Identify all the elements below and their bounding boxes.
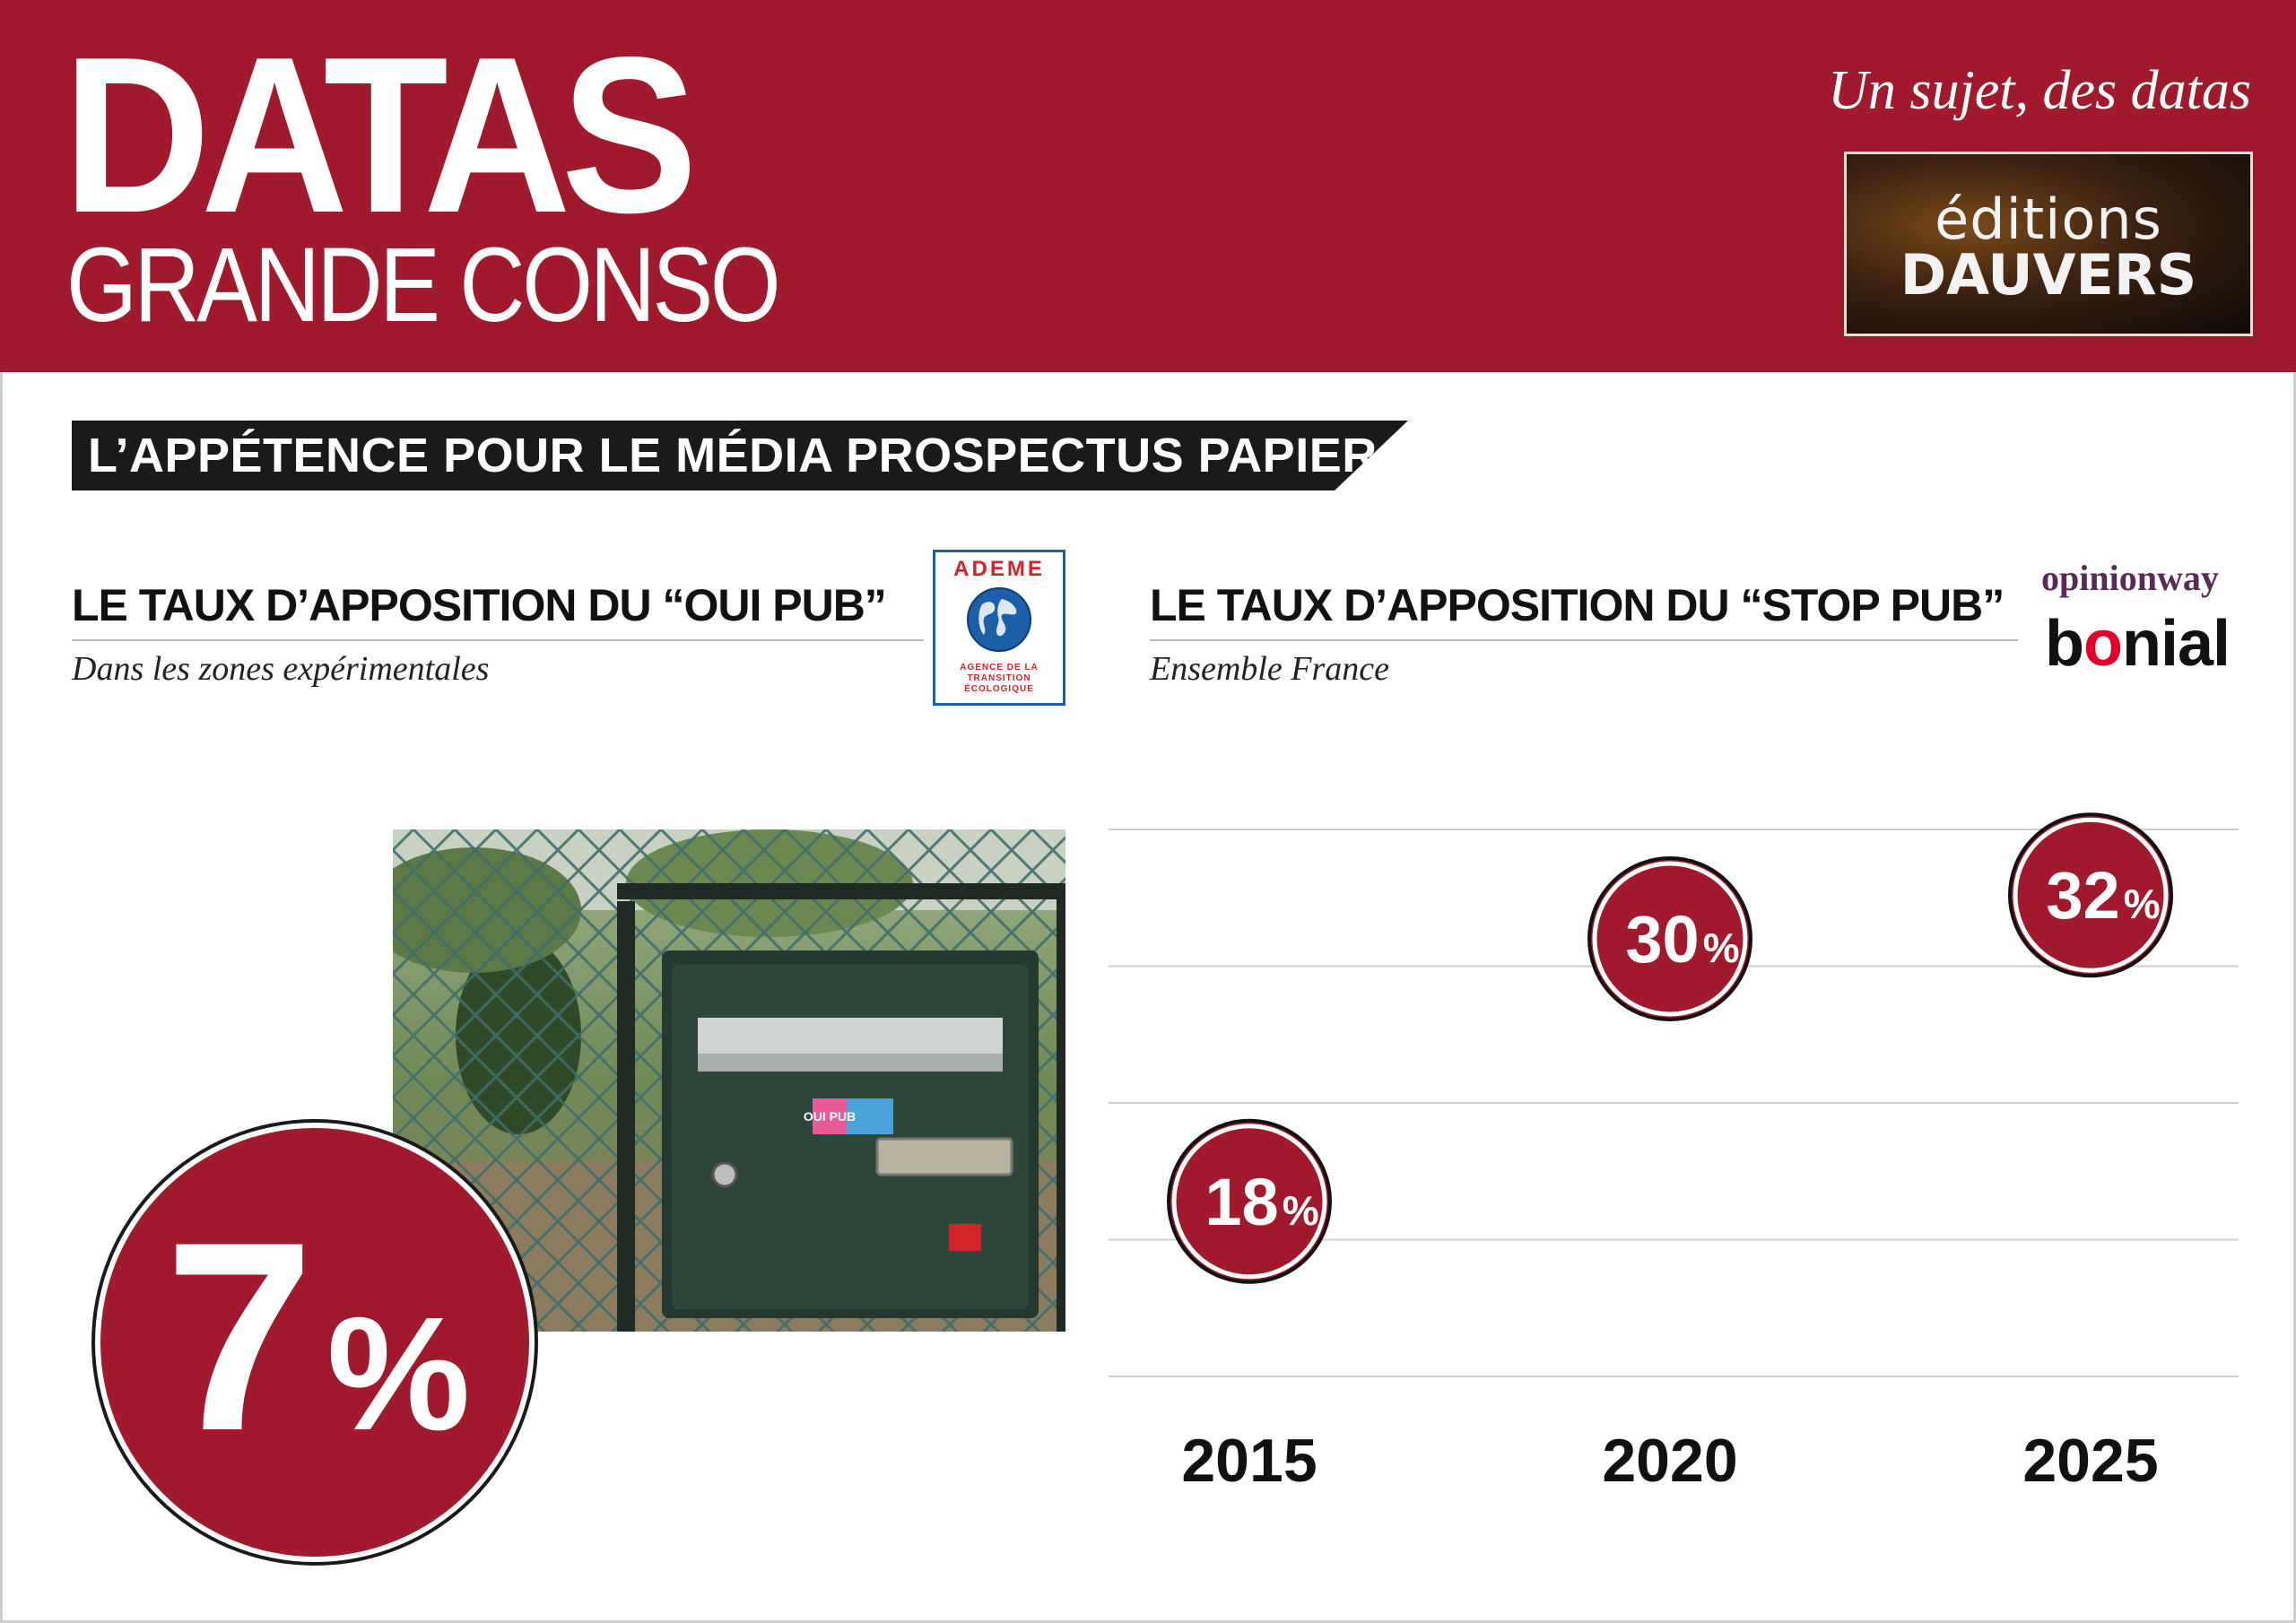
ademe-logo-tagline: AGENCE DE LA TRANSITION ÉCOLOGIQUE	[960, 663, 1039, 694]
oui-pub-rate-value: 7%	[100, 1184, 529, 1527]
data-label: 18%	[1205, 1165, 1318, 1239]
data-bubble-ring	[1592, 861, 1748, 1017]
oui-pub-rate-number: 7	[164, 1185, 315, 1487]
oui-pub-rate-badge: 7%	[100, 1128, 529, 1557]
oui-pub-rate-unit: %	[326, 1284, 470, 1464]
data-bubble-ring	[1171, 1124, 1327, 1280]
publisher-logo: éditions DAUVERS	[1844, 152, 2253, 336]
oui-pub-sticker: OUI PUB	[804, 1109, 856, 1124]
ademe-logo: ADEME AGENCE DE LA TRANSITION ÉCOLOGIQUE	[933, 550, 1065, 706]
data-bubble	[1587, 856, 1752, 1021]
data-bubble	[2008, 812, 2173, 978]
section-banner-title: L’APPÉTENCE POUR LE MÉDIA PROSPECTUS PAP…	[88, 429, 1378, 482]
stop-pub-caption: Ensemble France	[1150, 650, 1389, 688]
bonial-logo-post: nial	[2121, 608, 2231, 680]
stop-pub-title: LE TAUX D’APPOSITION DU “STOP PUB”	[1150, 580, 2005, 630]
publisher-logo-line1: éditions	[1935, 187, 2162, 252]
opinionway-logo: opinionway	[2041, 558, 2219, 598]
oui-pub-title: LE TAUX D’APPOSITION DU “OUI PUB”	[72, 580, 887, 630]
data-label: 32%	[2046, 858, 2160, 933]
bonial-logo-o: o	[2083, 608, 2123, 680]
oui-pub-title-rule	[72, 639, 924, 641]
x-tick-label: 2015	[1181, 1427, 1317, 1495]
publisher-logo-line2: DAUVERS	[1900, 242, 2197, 308]
bonial-logo-pre: b	[2045, 608, 2084, 680]
ademe-logo-name: ADEME	[953, 557, 1045, 581]
data-bubble	[1167, 1118, 1332, 1284]
header-bar: DATAS GRANDE CONSO Un sujet, des datas é…	[0, 0, 2296, 372]
data-point-2015: 18%	[1167, 1118, 1332, 1284]
oui-pub-caption: Dans les zones expérimentales	[72, 650, 490, 688]
brand-subtitle: GRANDE CONSO	[66, 226, 781, 344]
stop-pub-title-rule	[1150, 639, 2018, 641]
data-point-2020: 30%	[1587, 856, 1752, 1021]
x-tick-label: 2025	[2022, 1427, 2158, 1495]
data-bubble-ring	[2013, 817, 2169, 973]
globe-icon	[967, 587, 1031, 652]
data-label: 30%	[1625, 902, 1739, 976]
section-banner: L’APPÉTENCE POUR LE MÉDIA PROSPECTUS PAP…	[72, 421, 1408, 490]
x-tick-label: 2020	[1602, 1427, 1737, 1495]
brand-title: DATAS	[63, 10, 698, 259]
bonial-logo: bonial	[2045, 608, 2231, 680]
tagline: Un sujet, des datas	[1828, 60, 2251, 121]
stop-pub-chart: 18% 2015 30% 2020 32% 2025	[1109, 812, 2239, 1495]
data-point-2025: 32%	[2008, 812, 2173, 978]
